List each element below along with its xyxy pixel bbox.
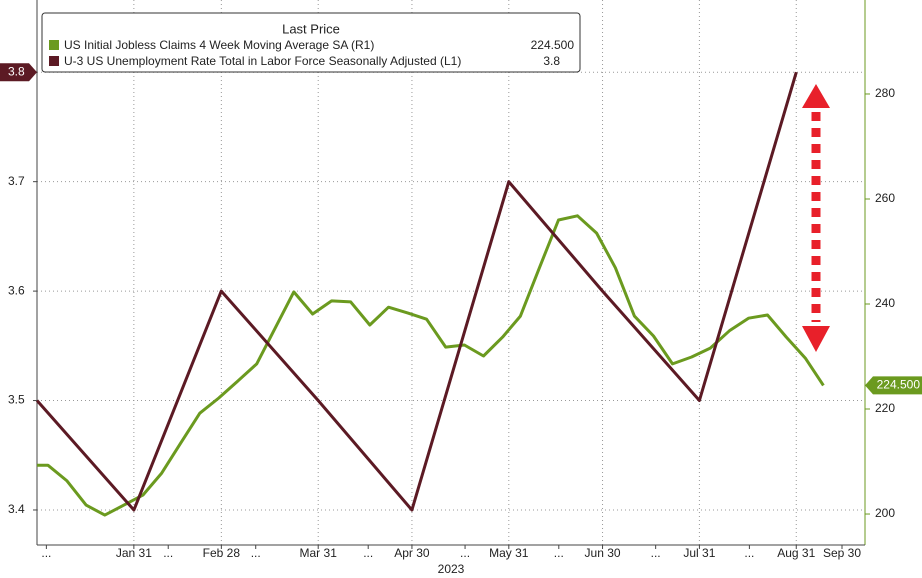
y2-tick-label: 220 <box>875 401 895 415</box>
y2-tick-label: 200 <box>875 506 895 520</box>
legend-box <box>41 12 581 73</box>
arrow-head-down <box>802 326 830 352</box>
legend-label: US Initial Jobless Claims 4 Week Moving … <box>64 38 374 52</box>
x-tick-label: ... <box>41 546 51 560</box>
x-tick-label: ... <box>554 546 564 560</box>
x-axis-title: 2023 <box>438 562 465 576</box>
x-tick-label: ... <box>163 546 173 560</box>
legend-swatch <box>49 56 59 66</box>
x-tick-label: ... <box>460 546 470 560</box>
last-value-label: 3.8 <box>8 64 25 78</box>
legend: Last Price US Initial Jobless Claims 4 W… <box>41 12 581 73</box>
x-tick-label: ... <box>744 546 754 560</box>
lines <box>35 71 825 517</box>
series-line <box>35 71 798 512</box>
x-tick-label: Apr 30 <box>394 546 430 560</box>
legend-value: 3.8 <box>543 54 560 68</box>
x-tick-label: Jan 31 <box>116 546 152 560</box>
x-tick-label: May 31 <box>489 546 529 560</box>
arrow-head-up <box>802 84 830 108</box>
y-tick-label: 3.6 <box>8 283 25 297</box>
x-tick-label: ... <box>251 546 261 560</box>
arrow-annotation <box>802 84 830 352</box>
grid <box>37 0 865 545</box>
y2-tick-label: 280 <box>875 86 895 100</box>
y-tick-label: 3.7 <box>8 174 25 188</box>
x-tick-label: ... <box>363 546 373 560</box>
last-value-label: 224.500 <box>877 378 921 392</box>
y2-tick-label: 240 <box>875 296 895 310</box>
legend-label: U-3 US Unemployment Rate Total in Labor … <box>64 54 461 68</box>
x-tick-label: Mar 31 <box>300 546 338 560</box>
last-value-tag <box>865 376 922 395</box>
y-tick-label: 3.4 <box>8 502 25 516</box>
x-tick-label: Feb 28 <box>203 546 241 560</box>
y2-tick-label: 260 <box>875 191 895 205</box>
x-tick-label: Jun 30 <box>585 546 621 560</box>
legend-value: 224.500 <box>531 38 575 52</box>
legend-title: Last Price <box>282 21 340 36</box>
series-line <box>37 214 825 517</box>
x-tick-label: ... <box>651 546 661 560</box>
labels: 3.4 3.5 3.6 3.7 3.8 200 220 240 260 280... Jan 31.… <box>0 63 922 560</box>
x-tick-label: Sep 30 <box>823 546 861 560</box>
y-tick-label: 3.5 <box>8 393 25 407</box>
last-value-tag <box>0 63 37 82</box>
x-tick-label: Jul 31 <box>683 546 715 560</box>
x-tick-label: Aug 31 <box>777 546 815 560</box>
legend-swatch <box>49 40 59 50</box>
